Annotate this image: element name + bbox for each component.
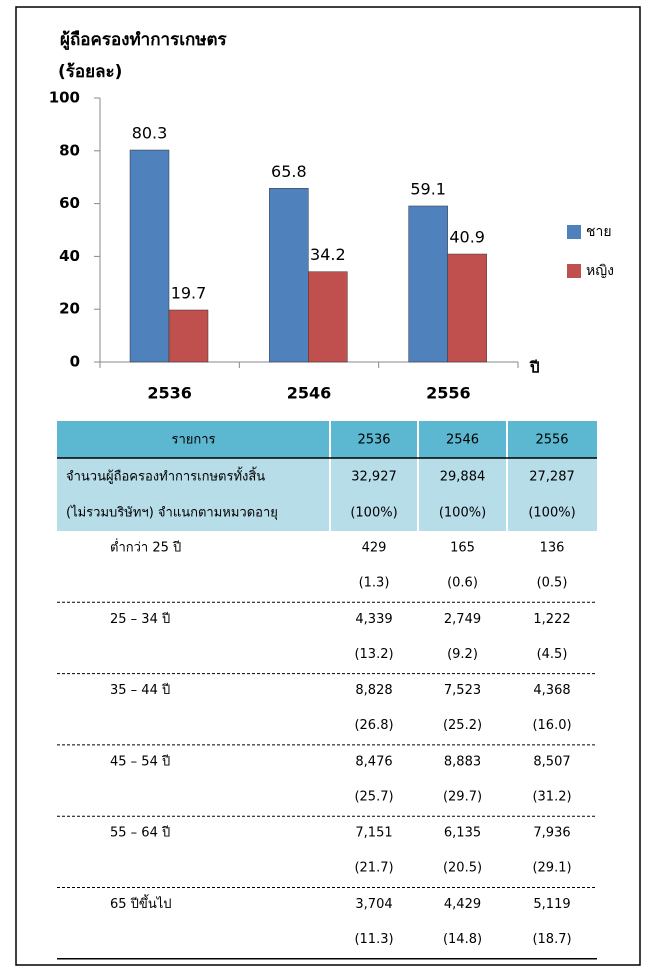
data-label: 65.8 xyxy=(271,162,307,181)
table-header: 2536 xyxy=(357,433,390,448)
bar xyxy=(447,253,487,363)
row-cell: 165 xyxy=(450,541,475,556)
row-label: 65 ปีขึ้นไป xyxy=(110,894,172,912)
row-cell: (31.2) xyxy=(532,789,571,804)
frame xyxy=(15,6,641,966)
table-header: รายการ xyxy=(171,433,215,448)
legend-label: ชาย xyxy=(586,224,612,240)
legend-label: หญิง xyxy=(586,263,614,279)
legend-swatch xyxy=(567,225,581,239)
row-cell: (0.6) xyxy=(447,576,478,591)
table-header: 2546 xyxy=(446,433,479,448)
row-cell: 8,476 xyxy=(355,754,392,769)
total-cell: 27,287 xyxy=(529,470,575,485)
row-cell: (20.5) xyxy=(443,861,482,876)
y-tick-label: 0 xyxy=(70,353,80,371)
row-cell: (29.1) xyxy=(532,861,571,876)
row-label: ต่ำกว่า 25 ปี xyxy=(110,539,181,556)
bar xyxy=(129,149,170,363)
row-cell: (0.5) xyxy=(537,576,568,591)
row-cell: (26.8) xyxy=(354,718,393,733)
row-cell: 8,507 xyxy=(533,754,570,769)
row-cell: 136 xyxy=(540,541,565,556)
row-cell: 7,936 xyxy=(533,826,570,841)
row-cell: 7,523 xyxy=(444,683,481,698)
total-cell: (100%) xyxy=(439,506,486,521)
row-label: 55 – 64 ปี xyxy=(110,825,170,841)
row-cell: (29.7) xyxy=(443,789,482,804)
y-tick-label: 20 xyxy=(59,300,80,318)
row-cell: 7,151 xyxy=(355,826,392,841)
row-cell: (1.3) xyxy=(359,576,390,591)
row-cell: 6,135 xyxy=(444,826,481,841)
data-label: 80.3 xyxy=(132,124,168,143)
row-cell: 4,429 xyxy=(444,897,481,912)
row-label: 45 – 54 ปี xyxy=(110,753,170,769)
total-cell: (100%) xyxy=(350,506,397,521)
total-label: จำนวนผู้ถือครองทำการเกษตรทั้งสิ้น xyxy=(66,467,265,485)
data-label: 59.1 xyxy=(410,179,446,198)
bar xyxy=(269,188,309,363)
bar xyxy=(408,205,448,363)
table-header: 2556 xyxy=(535,433,568,448)
legend-swatch xyxy=(567,264,581,278)
y-tick-label: 100 xyxy=(49,89,80,107)
row-cell: (16.0) xyxy=(532,718,571,733)
y-tick-label: 60 xyxy=(59,194,80,212)
y-axis-label: (ร้อยละ) xyxy=(58,62,122,82)
total-cell: 29,884 xyxy=(440,470,486,485)
row-cell: 2,749 xyxy=(444,612,481,627)
row-cell: 5,119 xyxy=(533,897,570,912)
row-cell: 8,828 xyxy=(355,683,392,698)
row-cell: (25.2) xyxy=(443,718,482,733)
total-label: (ไม่รวมบริษัทฯ) จำแนกตามหมวดอายุ xyxy=(66,505,278,521)
row-label: 35 – 44 ปี xyxy=(110,682,170,698)
row-cell: 1,222 xyxy=(533,612,570,627)
row-cell: (25.7) xyxy=(354,789,393,804)
row-cell: (11.3) xyxy=(354,932,393,947)
bar xyxy=(168,309,209,363)
total-cell: 32,927 xyxy=(351,470,397,485)
row-cell: 4,339 xyxy=(355,612,392,627)
data-label: 40.9 xyxy=(449,228,485,247)
table-header-bg xyxy=(57,421,597,458)
data-label: 19.7 xyxy=(171,283,207,302)
data-label: 34.2 xyxy=(310,245,346,264)
x-tick-label: 2536 xyxy=(147,384,192,403)
row-cell: (9.2) xyxy=(447,647,478,662)
row-label: 25 – 34 ปี xyxy=(110,611,170,627)
row-cell: 8,883 xyxy=(444,754,481,769)
x-tick-label: 2556 xyxy=(426,384,471,403)
total-cell: (100%) xyxy=(528,506,575,521)
row-cell: (14.8) xyxy=(443,932,482,947)
row-cell: 3,704 xyxy=(355,897,392,912)
x-tick-label: 2546 xyxy=(287,384,332,403)
x-axis-label: ปี xyxy=(529,359,539,377)
row-cell: 429 xyxy=(362,541,387,556)
row-cell: (13.2) xyxy=(354,647,393,662)
chart-title: ผู้ถือครองทำการเกษตร xyxy=(60,29,228,51)
bar xyxy=(308,271,348,363)
row-cell: (21.7) xyxy=(354,861,393,876)
row-cell: (4.5) xyxy=(537,647,568,662)
row-cell: 4,368 xyxy=(533,683,570,698)
y-tick-label: 40 xyxy=(59,247,80,265)
row-cell: (18.7) xyxy=(532,932,571,947)
y-tick-label: 80 xyxy=(59,141,80,159)
